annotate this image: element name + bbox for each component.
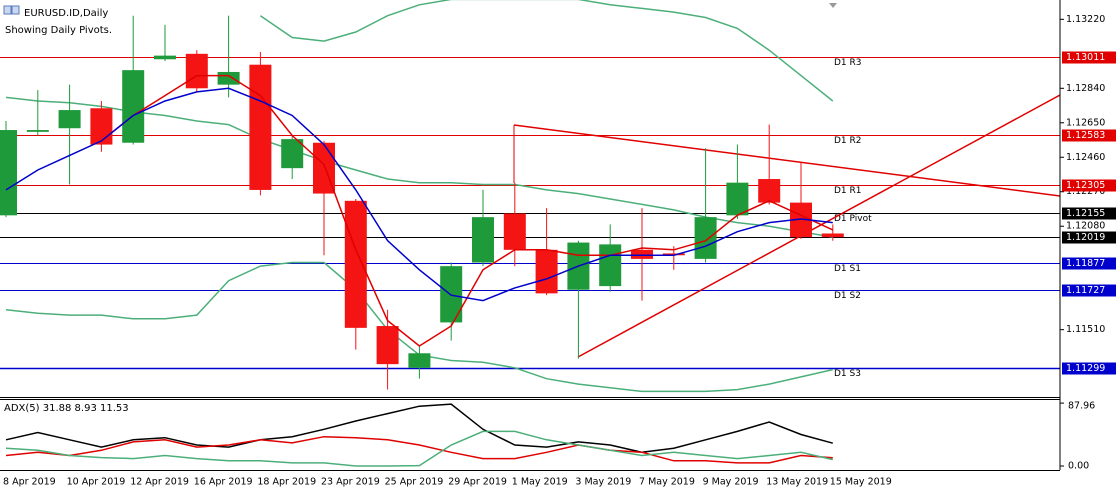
x-tick-label: 16 Apr 2019 bbox=[194, 477, 253, 488]
y-tick-label: 1.12270 bbox=[1066, 186, 1105, 197]
y-tick-label: 1.13220 bbox=[1066, 14, 1105, 25]
candle-body bbox=[281, 139, 304, 169]
candle-body bbox=[631, 249, 653, 259]
shift-marker bbox=[829, 3, 837, 8]
pivot-name: D1 Pivot bbox=[834, 214, 872, 224]
x-tick-label: 12 Apr 2019 bbox=[130, 477, 189, 488]
candle-body bbox=[154, 55, 176, 60]
candle-body bbox=[0, 130, 17, 216]
candle-body bbox=[662, 253, 685, 256]
icon-part bbox=[11, 5, 20, 15]
candle-body bbox=[726, 182, 749, 216]
x-tick-label: 7 May 2019 bbox=[639, 477, 695, 488]
price-tag bbox=[1062, 257, 1116, 270]
x-tick-label: 15 May 2019 bbox=[830, 477, 892, 488]
price-tag bbox=[1062, 284, 1116, 297]
x-tick-label: 18 Apr 2019 bbox=[257, 477, 316, 488]
x-tick-label: 25 Apr 2019 bbox=[385, 477, 444, 488]
price-tag-label: 1.12019 bbox=[1066, 232, 1105, 243]
price-tag bbox=[1062, 129, 1116, 142]
price-tag-label: 1.11727 bbox=[1066, 285, 1105, 296]
price-tag-label: 1.12305 bbox=[1066, 180, 1105, 191]
candle-body bbox=[408, 353, 431, 368]
pivot-name: D1 R2 bbox=[834, 136, 862, 146]
price-tag-label: 1.12155 bbox=[1066, 208, 1105, 219]
price-tag-label: 1.13011 bbox=[1066, 52, 1105, 63]
x-tick-label: 10 Apr 2019 bbox=[67, 477, 126, 488]
y-tick-label: 1.11510 bbox=[1066, 324, 1105, 335]
candle-body bbox=[249, 64, 272, 190]
price-tag bbox=[1062, 207, 1116, 220]
candle-body bbox=[58, 110, 81, 129]
y-tick-label: 0.00 bbox=[1068, 461, 1089, 472]
trend-line bbox=[577, 94, 1060, 358]
trend-line bbox=[513, 124, 1060, 197]
x-tick-label: 23 Apr 2019 bbox=[321, 477, 380, 488]
pivot-name: D1 R3 bbox=[834, 58, 862, 68]
candle-body bbox=[503, 213, 526, 250]
price-tag-label: 1.11299 bbox=[1066, 363, 1105, 374]
candle-body bbox=[599, 244, 622, 287]
pivot-name: D1 R1 bbox=[834, 186, 862, 196]
candle-body bbox=[694, 217, 717, 259]
x-tick-label: 3 May 2019 bbox=[575, 477, 631, 488]
x-tick-label: 8 Apr 2019 bbox=[3, 477, 56, 488]
candle-body bbox=[535, 249, 558, 294]
price-tag bbox=[1062, 179, 1116, 192]
pivot-name: D1 S3 bbox=[834, 369, 861, 379]
indicator-line bbox=[5, 403, 833, 454]
symbol-icon bbox=[3, 5, 20, 15]
y-tick-label: 1.12650 bbox=[1066, 117, 1105, 128]
candle-body bbox=[821, 233, 844, 238]
price-tag-label: 1.12583 bbox=[1066, 130, 1105, 141]
price-tag-label: 1.11877 bbox=[1066, 258, 1105, 269]
candle-body bbox=[344, 200, 367, 328]
x-tick-label: 9 May 2019 bbox=[703, 477, 759, 488]
indicator-line bbox=[5, 435, 833, 464]
candle-body bbox=[217, 71, 240, 85]
price-tag bbox=[1062, 51, 1116, 64]
candle-body bbox=[472, 217, 494, 263]
x-tick-label: 1 May 2019 bbox=[512, 477, 568, 488]
candle-body bbox=[185, 53, 208, 89]
price-tag bbox=[1062, 231, 1116, 244]
y-tick-label: 1.12460 bbox=[1066, 152, 1105, 163]
y-tick-label: 87.96 bbox=[1068, 401, 1095, 412]
y-tick-label: 1.12840 bbox=[1066, 83, 1105, 94]
moving-average bbox=[5, 87, 833, 302]
candle-body bbox=[790, 202, 812, 238]
icon-part bbox=[3, 5, 12, 15]
indicator-title: ADX(5) 31.88 8.93 11.53 bbox=[4, 403, 129, 414]
candle-body bbox=[376, 326, 399, 365]
indicator-line bbox=[5, 430, 833, 467]
candle-body bbox=[122, 70, 145, 143]
moving-average bbox=[259, 0, 834, 102]
adx-panel bbox=[5, 403, 833, 467]
price-tag bbox=[1062, 362, 1116, 375]
chart-subtitle: Showing Daily Pivots. bbox=[5, 25, 112, 36]
candle-body bbox=[26, 130, 49, 132]
pivot-name: D1 S2 bbox=[834, 291, 861, 301]
pivot-name: D1 S1 bbox=[834, 264, 861, 274]
candle-body bbox=[90, 108, 113, 145]
y-tick-label: 1.12080 bbox=[1066, 221, 1105, 232]
x-tick-label: 29 Apr 2019 bbox=[448, 477, 507, 488]
chart-title: EURUSD.ID,Daily bbox=[24, 8, 108, 19]
x-tick-label: 13 May 2019 bbox=[766, 477, 828, 488]
price-panel: D1 R3 D1 R2 D1 R1 D1 Pivot D1 S1 D1 S2 D1 S3 bbox=[0, 0, 1060, 393]
candle-body bbox=[758, 179, 781, 203]
